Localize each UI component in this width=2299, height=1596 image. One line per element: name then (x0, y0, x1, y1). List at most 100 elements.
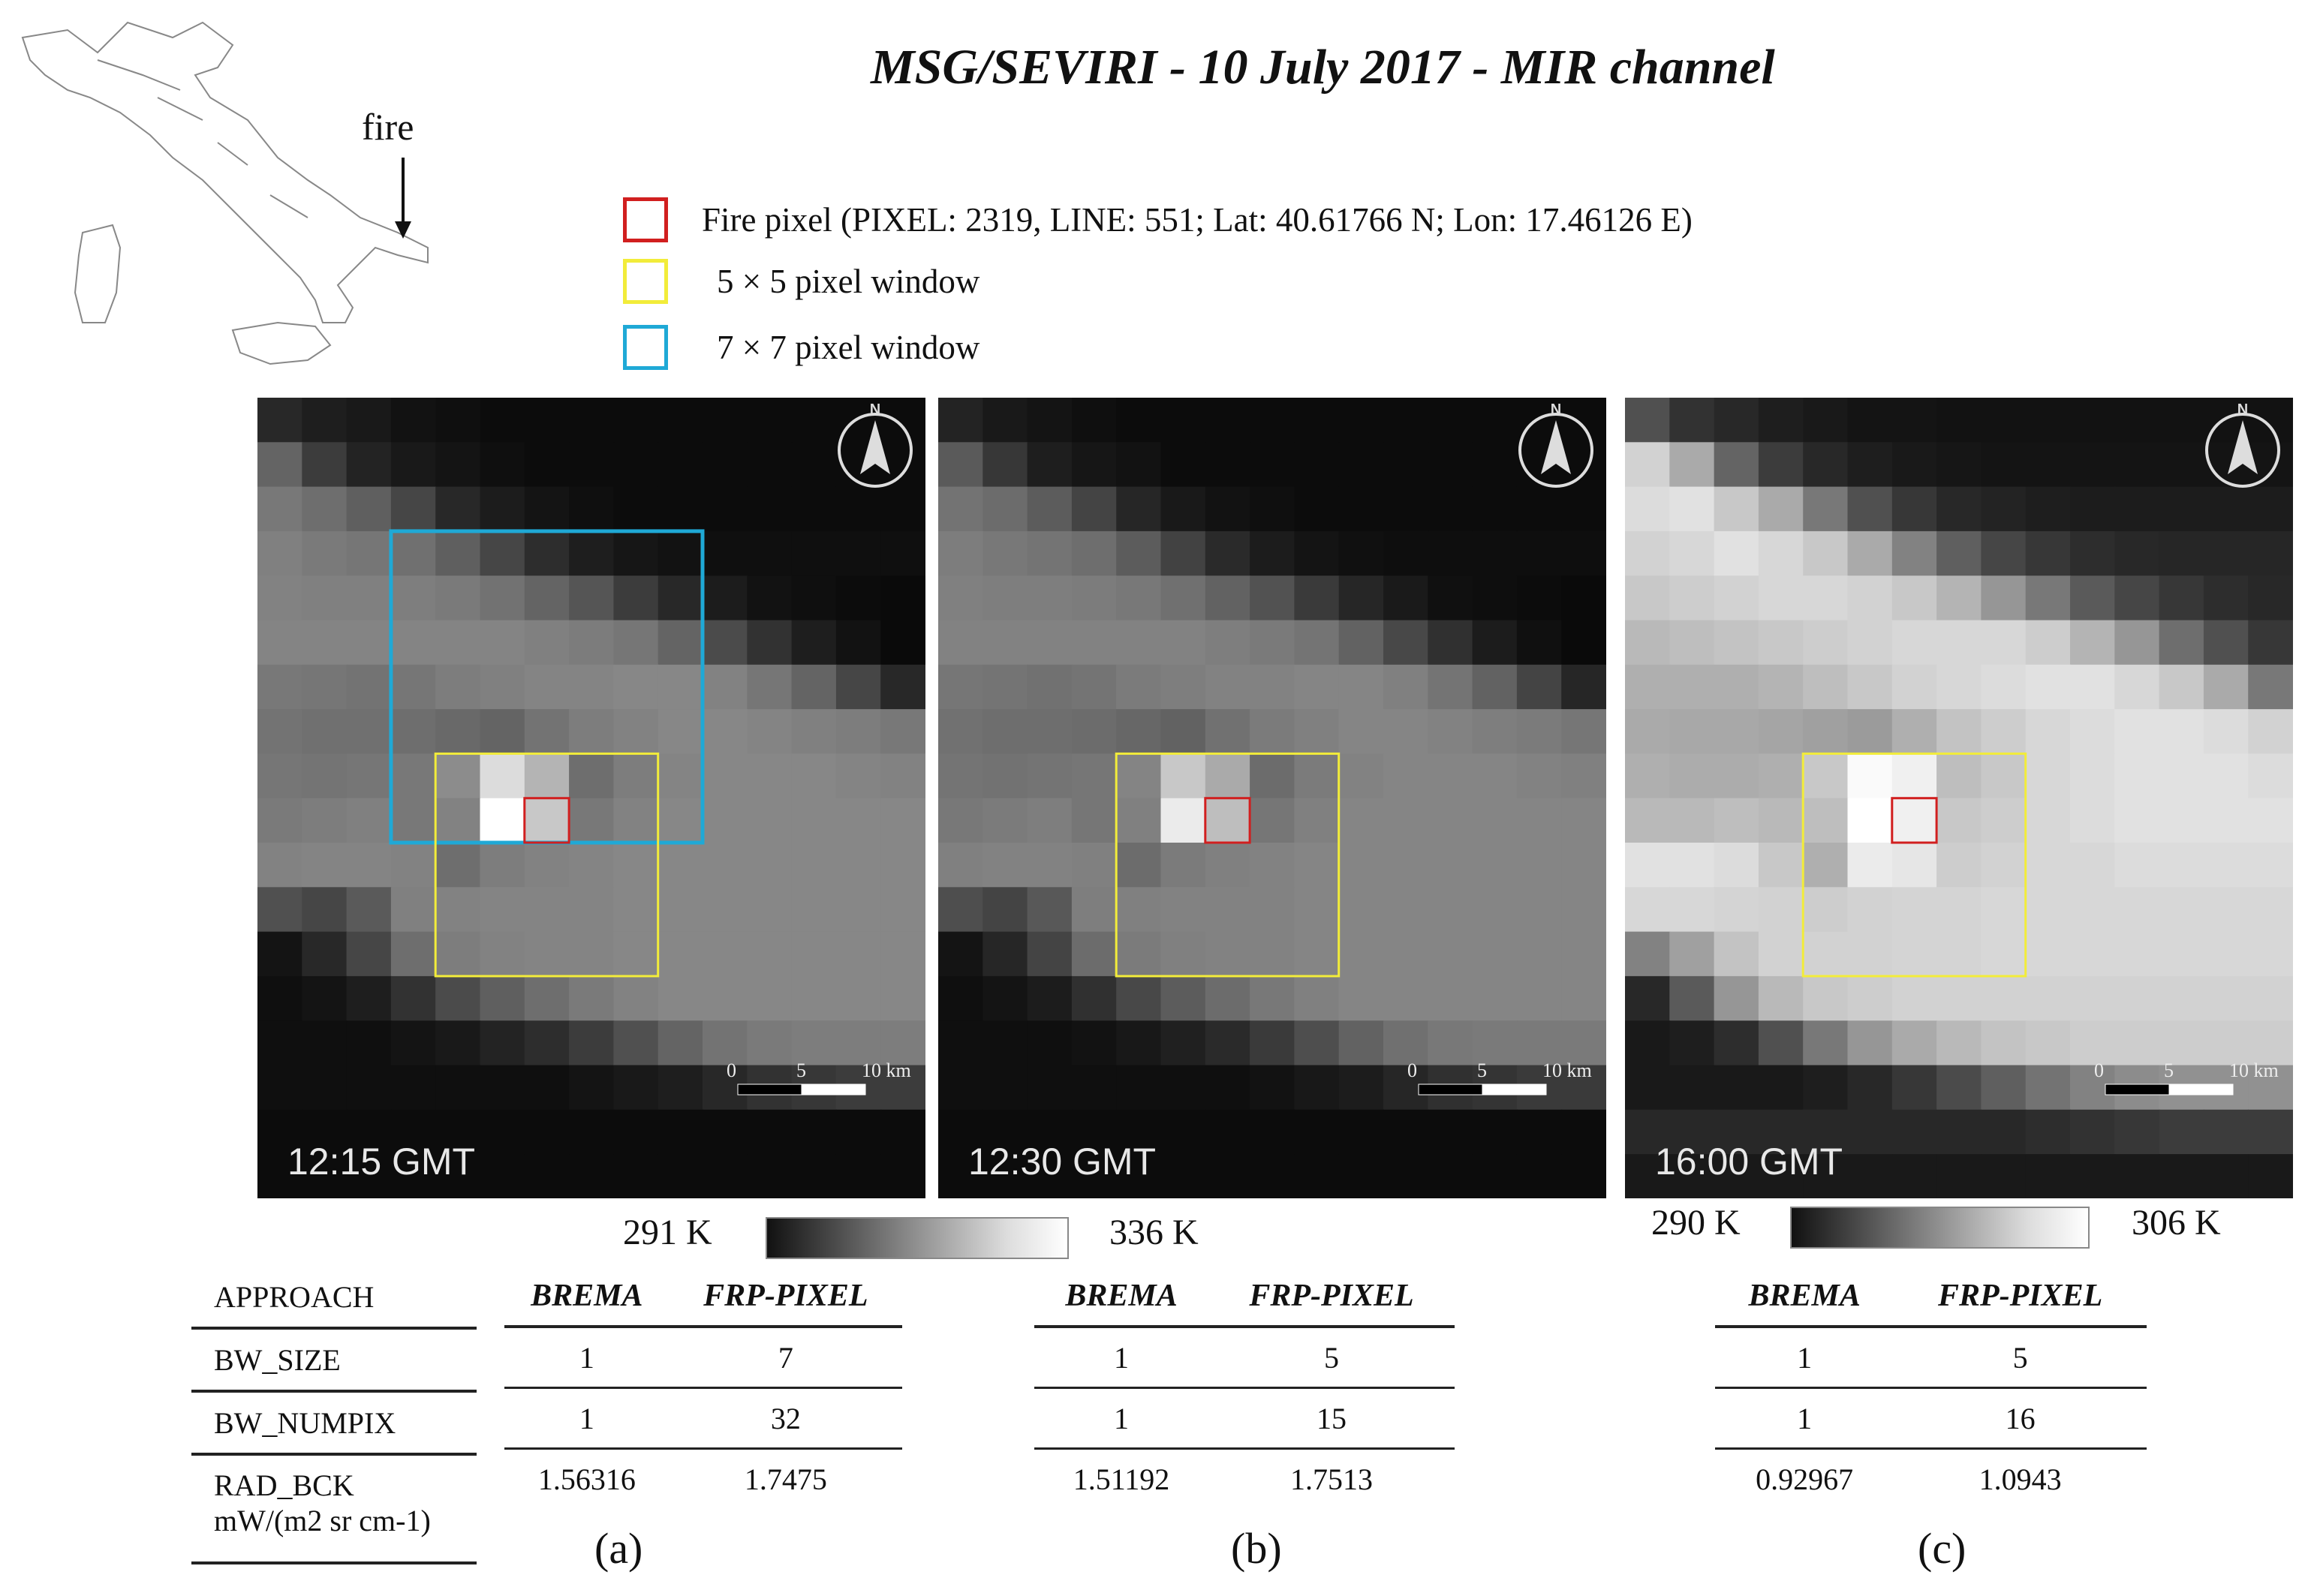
pixel-cell (346, 975, 392, 1022)
pixel-cell (747, 1109, 793, 1156)
pixel-cell (1383, 843, 1429, 888)
pixel-cell (2025, 620, 2071, 666)
pixel-cell (1250, 931, 1295, 977)
pixel-cell (658, 442, 703, 488)
pixel-cell (747, 664, 793, 711)
pixel-cell (1803, 664, 1849, 711)
pixel-cell (569, 709, 615, 755)
pixel-cell (1294, 1109, 1340, 1156)
pixel-cell (569, 798, 615, 843)
scale-bar-tick: 10 km (862, 1059, 911, 1081)
scale-bar: 0 5 10 km (2094, 1059, 2279, 1096)
pixel-cell (435, 530, 481, 577)
pixel-cell (2114, 975, 2160, 1022)
pixel-cell (2070, 576, 2116, 621)
pixel-cell (1891, 753, 1938, 799)
pixel-cell (982, 1109, 1028, 1156)
pixel-cell (2159, 887, 2204, 933)
pixel-cell (257, 398, 303, 443)
pixel-cell (1338, 975, 1384, 1022)
pixel-cell (1071, 1154, 1118, 1198)
cell: 16 (1894, 1387, 2147, 1450)
pixel-cell (1891, 442, 1938, 488)
pixel-cell (480, 709, 525, 755)
pixel-cell (658, 398, 703, 443)
pixel-cell (982, 887, 1028, 933)
pixel-cell (2070, 442, 2116, 488)
pixel-cell (390, 975, 437, 1022)
pixel-cell (1516, 843, 1563, 888)
pixel-cell (1027, 798, 1073, 843)
window-5x5 (1115, 752, 1341, 978)
pixel-cell (2114, 1154, 2160, 1198)
pixel-cell (938, 753, 984, 799)
pixel-cell (658, 1109, 703, 1156)
pixel-cell (1250, 709, 1295, 755)
pixel-cell (524, 1154, 570, 1198)
pixel-cell (2248, 486, 2293, 532)
pixel-cell (524, 620, 570, 666)
pixel-cell (1803, 398, 1849, 443)
pixel-cell (747, 442, 793, 488)
pixel-cell (613, 975, 659, 1022)
pixel-cell (1428, 975, 1473, 1022)
pixel-cell (1071, 1109, 1118, 1156)
pixel-cell (569, 1109, 615, 1156)
north-arrow-icon: N (838, 401, 913, 488)
pixel-cell (1891, 486, 1938, 532)
pixel-cell (1669, 530, 1715, 577)
pixel-cell (2159, 486, 2204, 532)
pixel-cell (2159, 664, 2204, 711)
pixel-cell (703, 931, 748, 977)
pixel-cell (1250, 1065, 1295, 1111)
pixel-cell (1250, 887, 1295, 933)
pixel-cell (2248, 1065, 2293, 1111)
pixel-cell (1250, 576, 1295, 621)
scale-bar-tick: 0 (1407, 1059, 1417, 1081)
pixel-cell (835, 709, 882, 755)
pixel-cell (1160, 843, 1206, 888)
pixel-cell (1847, 576, 1893, 621)
pixel-cell (1338, 753, 1384, 799)
pixel-cell (2159, 753, 2204, 799)
pixel-cell (1625, 620, 1671, 666)
pixel-cell (390, 530, 437, 577)
pixel-cell (524, 931, 570, 977)
pixel-cell (1516, 753, 1563, 799)
pixel-cell (1294, 442, 1340, 488)
pixel-cell (2248, 887, 2293, 933)
pixel-cell (880, 798, 925, 843)
pixel-cell (1383, 709, 1429, 755)
pixel-cell (1981, 709, 2027, 755)
pixel-cell (1472, 798, 1518, 843)
pixel-cell (1758, 709, 1804, 755)
pixel-cell (2248, 1109, 2293, 1156)
cell: 7 (669, 1327, 902, 1389)
pixel-cell (1160, 931, 1206, 977)
scale-bar: 0 5 10 km (727, 1059, 911, 1096)
italy-map (8, 8, 458, 401)
col-header-frp-pixel: FRP-PIXEL (669, 1267, 902, 1328)
pixel-cell (1428, 753, 1473, 799)
pixel-cell (1338, 576, 1384, 621)
pixel-cell (613, 931, 659, 977)
pixel-cell (982, 576, 1028, 621)
pixel-cell (524, 398, 570, 443)
pixel-cell (1758, 576, 1804, 621)
pixel-cell (1936, 975, 1982, 1022)
pixel-cell (2203, 843, 2249, 888)
pixel-cell (1205, 1020, 1251, 1066)
pixel-cell (1027, 975, 1073, 1022)
pixel-cell (880, 1154, 925, 1198)
pixel-cell (1981, 887, 2027, 933)
north-arrow-icon: N (2205, 401, 2280, 488)
pixel-cell (1669, 1154, 1715, 1198)
pixel-cell (2203, 530, 2249, 577)
pixel-cell (1338, 398, 1384, 443)
pixel-cell (1383, 530, 1429, 577)
pixel-cell (1472, 931, 1518, 977)
pixel-cell (791, 576, 837, 621)
pixel-cell (2248, 931, 2293, 977)
pixel-cell (524, 1020, 570, 1066)
pixel-cell (346, 398, 392, 443)
